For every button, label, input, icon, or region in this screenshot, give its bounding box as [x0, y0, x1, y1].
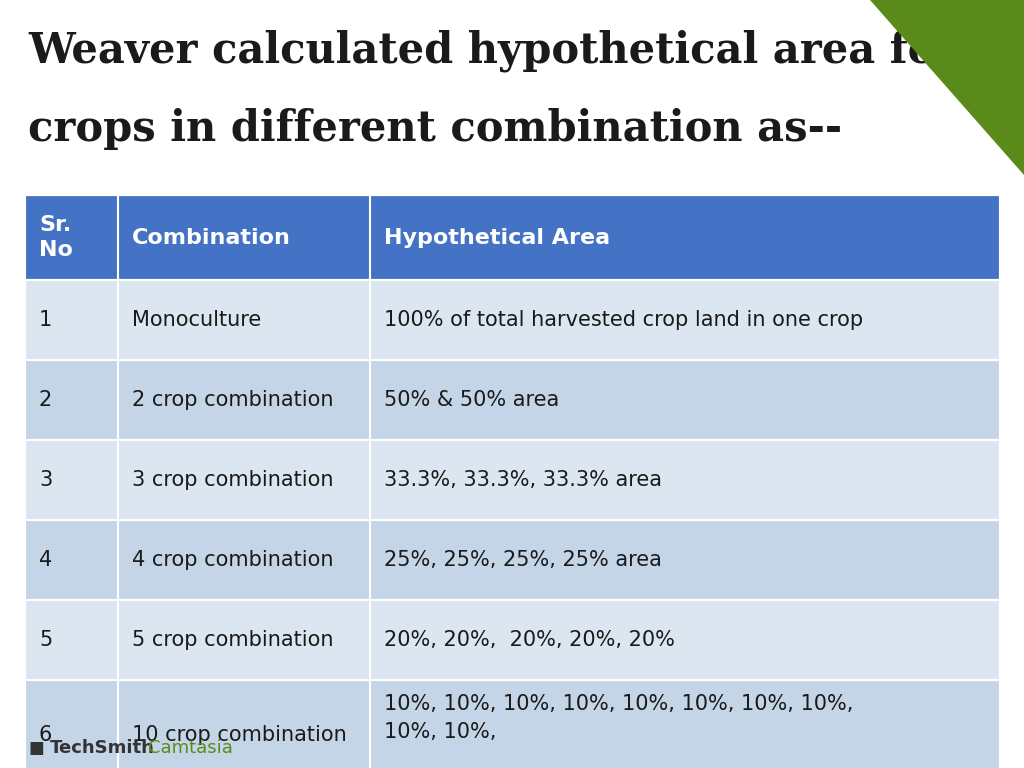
Text: 4: 4 [39, 550, 52, 570]
Text: 3: 3 [39, 470, 52, 490]
Text: 20%, 20%,  20%, 20%, 20%: 20%, 20%, 20%, 20%, 20% [384, 630, 675, 650]
Text: 1: 1 [39, 310, 52, 330]
Text: 10 crop combination: 10 crop combination [132, 725, 347, 745]
Text: 2 crop combination: 2 crop combination [132, 390, 334, 410]
Text: crops in different combination as--: crops in different combination as-- [28, 108, 842, 150]
Text: 5 crop combination: 5 crop combination [132, 630, 334, 650]
Text: 5: 5 [39, 630, 52, 650]
Text: 6: 6 [39, 725, 52, 745]
Text: Weaver calculated hypothetical area for different: Weaver calculated hypothetical area for … [28, 30, 1024, 72]
Text: 3 crop combination: 3 crop combination [132, 470, 334, 490]
Text: 33.3%, 33.3%, 33.3% area: 33.3%, 33.3%, 33.3% area [384, 470, 662, 490]
Text: Hypothetical Area: Hypothetical Area [384, 227, 610, 247]
Text: Sr.
No: Sr. No [39, 215, 73, 260]
Text: 25%, 25%, 25%, 25% area: 25%, 25%, 25%, 25% area [384, 550, 662, 570]
Text: 4 crop combination: 4 crop combination [132, 550, 334, 570]
Bar [25, 360, 1000, 440]
Text: 100% of total harvested crop land in one crop: 100% of total harvested crop land in one… [384, 310, 863, 330]
Text: Camtasia: Camtasia [148, 739, 232, 757]
Text: 10%, 10%, 10%, 10%, 10%, 10%, 10%, 10%,
10%, 10%,: 10%, 10%, 10%, 10%, 10%, 10%, 10%, 10%, … [384, 694, 853, 743]
Text: TechSmith: TechSmith [50, 739, 155, 757]
Bar [25, 440, 1000, 520]
Text: 50% & 50% area: 50% & 50% area [384, 390, 559, 410]
Text: 2: 2 [39, 390, 52, 410]
Bar [25, 600, 1000, 680]
Bar [25, 680, 1000, 768]
Text: Monoculture: Monoculture [132, 310, 261, 330]
Polygon shape [870, 0, 1024, 175]
Text: ■: ■ [28, 739, 44, 757]
Bar [25, 195, 1000, 280]
Bar [25, 280, 1000, 360]
Text: Combination: Combination [132, 227, 291, 247]
Bar [25, 520, 1000, 600]
